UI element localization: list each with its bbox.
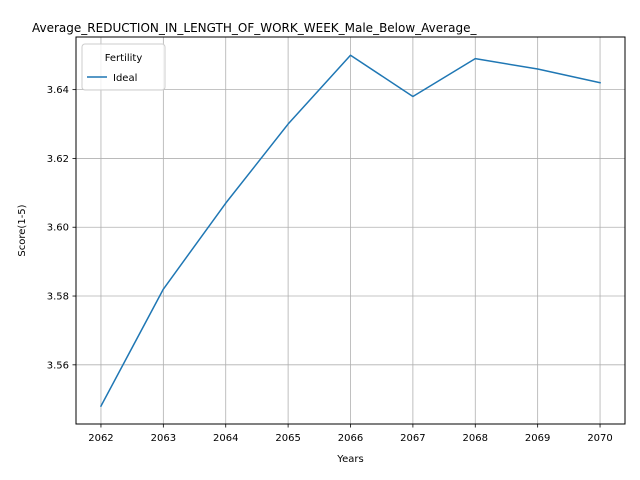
y-axis-ticks: 3.56 3.58 3.60 3.62 3.64	[47, 85, 76, 371]
legend: Fertility Ideal	[81, 43, 166, 91]
chart-title: Average_REDUCTION_IN_LENGTH_OF_WORK_WEEK…	[32, 21, 477, 35]
y-tick-label: 3.56	[47, 360, 69, 371]
x-axis-ticks: 2062 2063 2064 2065 2066 2067 2068 2069 2070	[88, 424, 613, 444]
y-axis-label: Score(1-5)	[17, 204, 28, 256]
y-tick-label: 3.64	[47, 85, 69, 96]
x-tick-label: 2068	[463, 433, 488, 444]
series-layer	[99, 54, 601, 408]
x-tick-label: 2065	[275, 433, 300, 444]
legend-box	[81, 43, 166, 91]
x-tick-label: 2062	[88, 433, 113, 444]
x-tick-label: 2064	[213, 433, 238, 444]
series-line-ideal	[99, 54, 601, 408]
x-tick-label: 2063	[151, 433, 176, 444]
y-tick-label: 3.58	[47, 292, 69, 303]
y-tick-label: 3.62	[47, 154, 69, 165]
y-tick-label: 3.60	[47, 223, 69, 234]
legend-title: Fertility	[105, 53, 143, 64]
x-tick-label: 2067	[400, 433, 425, 444]
legend-label-ideal: Ideal	[113, 73, 137, 84]
x-tick-label: 2070	[587, 433, 612, 444]
x-tick-label: 2066	[338, 433, 363, 444]
x-tick-label: 2069	[525, 433, 550, 444]
grid	[76, 37, 625, 424]
x-axis-label: Years	[336, 454, 363, 465]
